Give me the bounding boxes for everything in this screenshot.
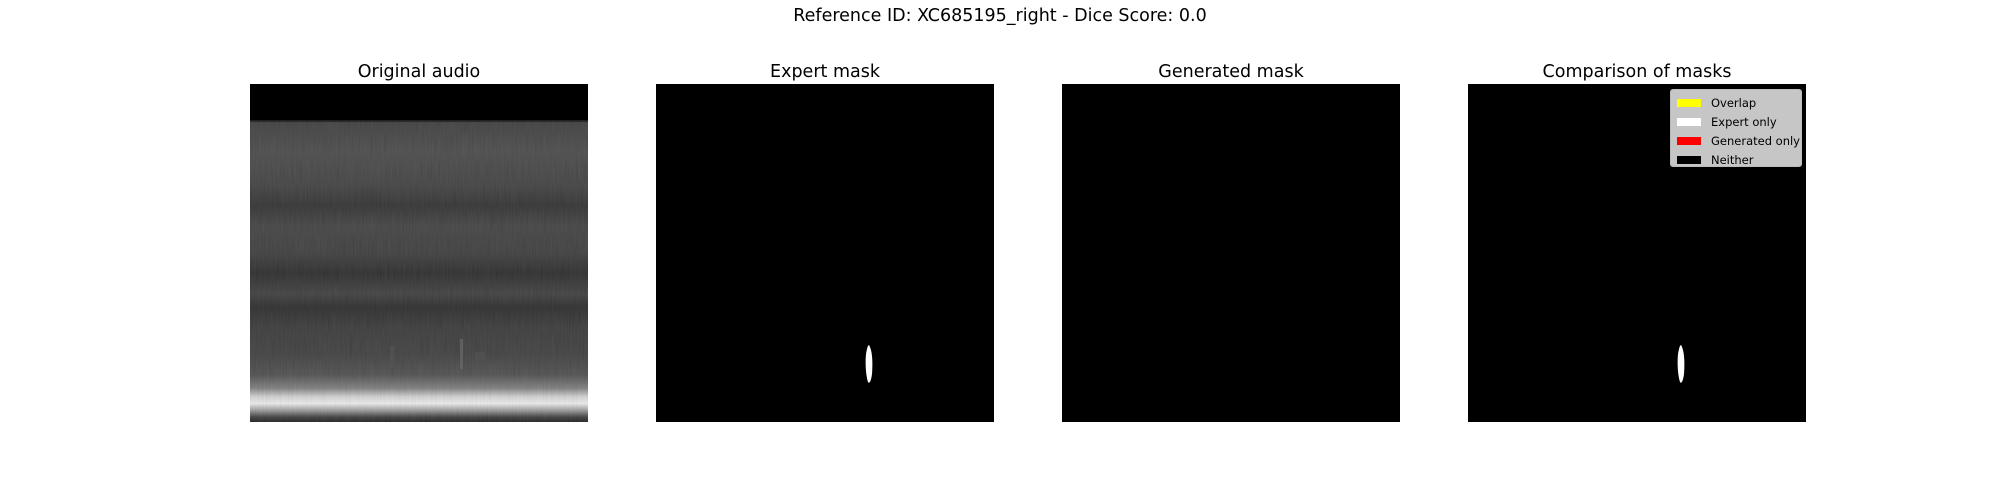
legend-swatch-overlap <box>1677 98 1701 107</box>
panel-title: Original audio <box>357 62 481 82</box>
legend-swatch-expert-only <box>1677 117 1701 126</box>
legend-label: Generated only <box>1711 133 1800 148</box>
panel-expert-mask: Expert mask <box>656 60 994 422</box>
legend-swatch-generated-only <box>1677 136 1701 145</box>
legend-swatch-neither <box>1677 155 1701 164</box>
legend-item-overlap: Overlap <box>1675 93 1801 112</box>
legend-label: Expert only <box>1711 114 1777 129</box>
panel-title: Expert mask <box>770 62 880 82</box>
panel-title: Comparison of masks <box>1542 62 1732 82</box>
panel-title: Generated mask <box>1158 62 1304 82</box>
legend-item-neither: Neither <box>1675 150 1801 169</box>
expert-only-region <box>1677 345 1685 383</box>
legend-label: Overlap <box>1711 95 1757 110</box>
panel-original-audio: Original audio <box>250 60 588 422</box>
panel-generated-mask: Generated mask <box>1062 60 1400 422</box>
legend-item-expert-only: Expert only <box>1675 112 1801 131</box>
generated-mask-image <box>1062 84 1400 422</box>
expert-mask-image <box>656 84 994 422</box>
spectrogram-image <box>250 84 588 422</box>
panel-comparison: Comparison of masks Overlap Expert only … <box>1468 60 1806 422</box>
legend-item-generated-only: Generated only <box>1675 131 1801 150</box>
figure-title: Reference ID: XC685195_right - Dice Scor… <box>793 6 1207 26</box>
expert-mask-region <box>865 345 873 383</box>
legend: Overlap Expert only Generated only Neith… <box>1670 89 1802 167</box>
legend-label: Neither <box>1711 152 1754 167</box>
comparison-image: Overlap Expert only Generated only Neith… <box>1468 84 1806 422</box>
